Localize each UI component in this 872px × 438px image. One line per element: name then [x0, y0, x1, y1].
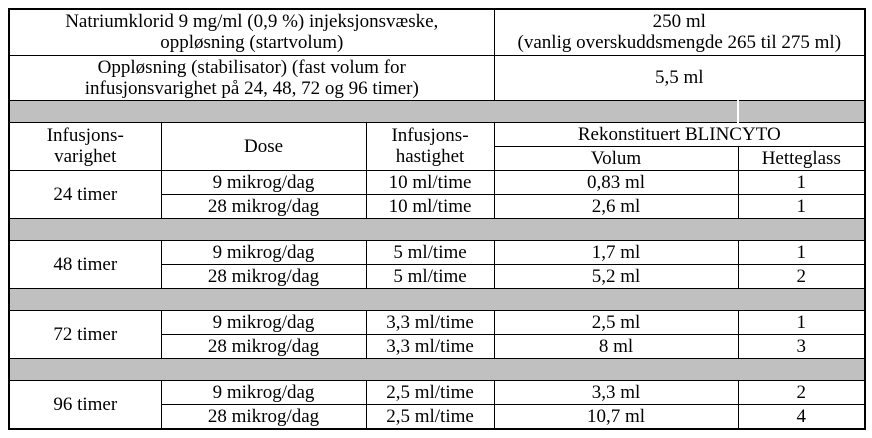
startvolum-label: Natriumklorid 9 mg/ml (0,9 %) injeksjons…	[8, 8, 495, 56]
dose-cell: 28 mikrog/dag	[160, 333, 367, 359]
data-row: 28 mikrog/dag 2,5 ml/time 10,7 ml 4	[9, 403, 866, 429]
header-row-1: Infusjons- varighet Dose Infusjons- hast…	[8, 121, 866, 171]
data-row: 28 mikrog/dag 5 ml/time 5,2 ml 2	[9, 263, 866, 289]
vials-cell: 4	[737, 403, 866, 429]
vials-cell: 1	[737, 169, 866, 195]
duration-cell-24: 24 timer	[8, 169, 162, 219]
data-row: 48 timer 9 mikrog/dag 5 ml/time 1,7 ml 1	[8, 239, 866, 289]
startvolum-value: 250 ml (vanlig overskuddsmengde 265 til …	[493, 8, 866, 56]
rate-cell: 5 ml/time	[365, 239, 495, 265]
volume-cell: 0,83 ml	[493, 169, 739, 195]
stabilisator-label: Oppløsning (stabilisator) (fast volum fo…	[8, 54, 495, 101]
vials-cell: 1	[737, 193, 866, 219]
stabilisator-row: Oppløsning (stabilisator) (fast volum fo…	[8, 54, 866, 101]
vials-cell: 2	[737, 379, 866, 405]
rate-cell: 2,5 ml/time	[365, 379, 495, 405]
spacer-cell	[8, 287, 866, 311]
data-row: 24 timer 9 mikrog/dag 10 ml/time 0,83 ml…	[8, 169, 866, 219]
header-volum: Volum	[493, 145, 739, 171]
data-row: 72 timer 9 mikrog/dag 3,3 ml/time 2,5 ml…	[8, 309, 866, 359]
rate-cell: 10 ml/time	[365, 169, 495, 195]
spacer-cell-right	[737, 99, 866, 123]
dose-cell: 9 mikrog/dag	[160, 309, 367, 335]
header-hetteglass: Hetteglass	[737, 145, 866, 171]
volume-cell: 3,3 ml	[493, 379, 739, 405]
infusion-preparation-table: Natriumklorid 9 mg/ml (0,9 %) injeksjons…	[8, 8, 867, 430]
vials-cell: 1	[737, 309, 866, 335]
dose-cell: 28 mikrog/dag	[160, 193, 367, 219]
rate-cell: 10 ml/time	[365, 193, 495, 219]
spacer-cell	[8, 357, 866, 381]
spacer-row-top	[8, 99, 866, 123]
spacer-cell	[8, 217, 866, 241]
data-row: 96 timer 9 mikrog/dag 2,5 ml/time 3,3 ml…	[8, 379, 866, 429]
header-dose: Dose	[160, 121, 367, 171]
dose-cell: 9 mikrog/dag	[160, 239, 367, 265]
header-rekonstituert-blincyto: Rekonstituert BLINCYTO	[493, 121, 866, 147]
dose-cell: 9 mikrog/dag	[160, 169, 367, 195]
vials-cell: 2	[737, 263, 866, 289]
header-infusjonshastighet: Infusjons- hastighet	[365, 121, 495, 171]
rate-cell: 5 ml/time	[365, 263, 495, 289]
spacer-row	[8, 217, 866, 241]
volume-cell: 10,7 ml	[493, 403, 739, 429]
rate-cell: 3,3 ml/time	[365, 309, 495, 335]
spacer-cell-left	[8, 99, 739, 123]
rate-cell: 2,5 ml/time	[365, 403, 495, 429]
header-infusjonsvarighet: Infusjons- varighet	[8, 121, 162, 171]
dose-cell: 9 mikrog/dag	[160, 379, 367, 405]
volume-cell: 2,6 ml	[493, 193, 739, 219]
volume-cell: 1,7 ml	[493, 239, 739, 265]
volume-cell: 2,5 ml	[493, 309, 739, 335]
volume-cell: 8 ml	[493, 333, 739, 359]
startvolum-row: Natriumklorid 9 mg/ml (0,9 %) injeksjons…	[8, 8, 866, 56]
duration-cell-96: 96 timer	[8, 379, 162, 429]
duration-cell-72: 72 timer	[8, 309, 162, 359]
data-row: 28 mikrog/dag 10 ml/time 2,6 ml 1	[9, 193, 866, 219]
volume-cell: 5,2 ml	[493, 263, 739, 289]
stabilisator-value: 5,5 ml	[493, 54, 866, 101]
dose-cell: 28 mikrog/dag	[160, 263, 367, 289]
dose-cell: 28 mikrog/dag	[160, 403, 367, 429]
spacer-row	[8, 287, 866, 311]
duration-cell-48: 48 timer	[8, 239, 162, 289]
spacer-row	[8, 357, 866, 381]
rate-cell: 3,3 ml/time	[365, 333, 495, 359]
header-row-2: Volum Hetteglass	[9, 145, 866, 171]
vials-cell: 3	[737, 333, 866, 359]
vials-cell: 1	[737, 239, 866, 265]
